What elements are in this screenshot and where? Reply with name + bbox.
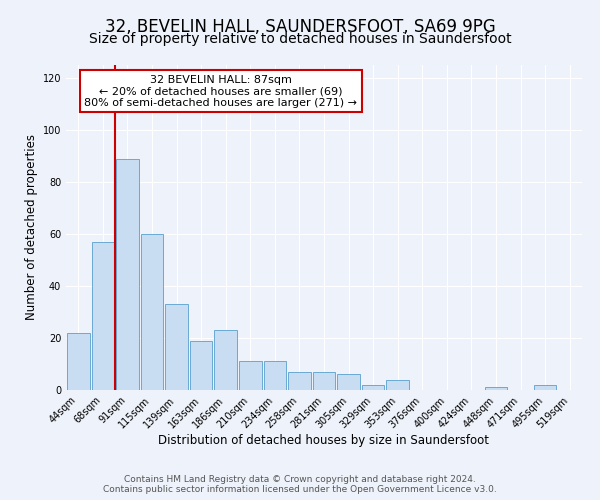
Text: 32 BEVELIN HALL: 87sqm
← 20% of detached houses are smaller (69)
80% of semi-det: 32 BEVELIN HALL: 87sqm ← 20% of detached… [84, 74, 357, 108]
Bar [190, 340, 212, 390]
Bar [116, 158, 139, 390]
Bar [534, 385, 556, 390]
Bar [386, 380, 409, 390]
Text: Size of property relative to detached houses in Saundersfoot: Size of property relative to detached ho… [89, 32, 511, 46]
Bar [140, 234, 163, 390]
Bar [214, 330, 237, 390]
Bar [92, 242, 114, 390]
Bar [263, 362, 286, 390]
Bar [239, 362, 262, 390]
Bar [362, 385, 385, 390]
Bar [313, 372, 335, 390]
Text: Contains HM Land Registry data © Crown copyright and database right 2024.
Contai: Contains HM Land Registry data © Crown c… [103, 474, 497, 494]
Text: 32, BEVELIN HALL, SAUNDERSFOOT, SA69 9PG: 32, BEVELIN HALL, SAUNDERSFOOT, SA69 9PG [104, 18, 496, 36]
Bar [485, 388, 508, 390]
Bar [288, 372, 311, 390]
Bar [165, 304, 188, 390]
Y-axis label: Number of detached properties: Number of detached properties [25, 134, 38, 320]
Bar [337, 374, 360, 390]
Bar [67, 333, 89, 390]
X-axis label: Distribution of detached houses by size in Saundersfoot: Distribution of detached houses by size … [158, 434, 490, 447]
